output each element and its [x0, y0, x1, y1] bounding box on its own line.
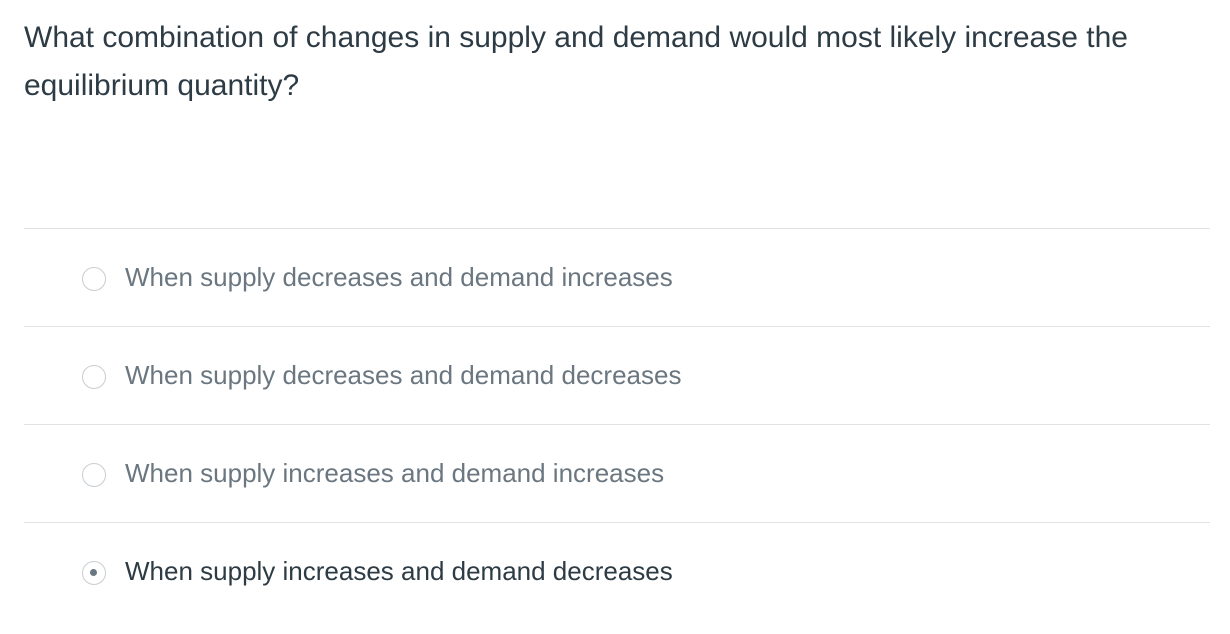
option[interactable]: When supply decreases and demand decreas…: [24, 326, 1210, 424]
radio-button[interactable]: [82, 267, 106, 291]
option-label[interactable]: When supply decreases and demand increas…: [125, 262, 673, 292]
radio-button[interactable]: [82, 463, 106, 487]
option[interactable]: When supply increases and demand decreas…: [24, 522, 1210, 620]
question: What combination of changes in supply an…: [24, 21, 1128, 102]
option-label[interactable]: When supply increases and demand increas…: [125, 458, 665, 488]
option-label[interactable]: When supply decreases and demand decreas…: [125, 360, 682, 390]
radio-button[interactable]: [82, 561, 106, 585]
radio-button[interactable]: [82, 365, 106, 389]
option-label[interactable]: When supply increases and demand decreas…: [125, 556, 673, 586]
options: When supply decreases and demand increas…: [24, 228, 1210, 620]
option[interactable]: When supply decreases and demand increas…: [24, 228, 1210, 326]
option[interactable]: When supply increases and demand increas…: [24, 424, 1210, 522]
